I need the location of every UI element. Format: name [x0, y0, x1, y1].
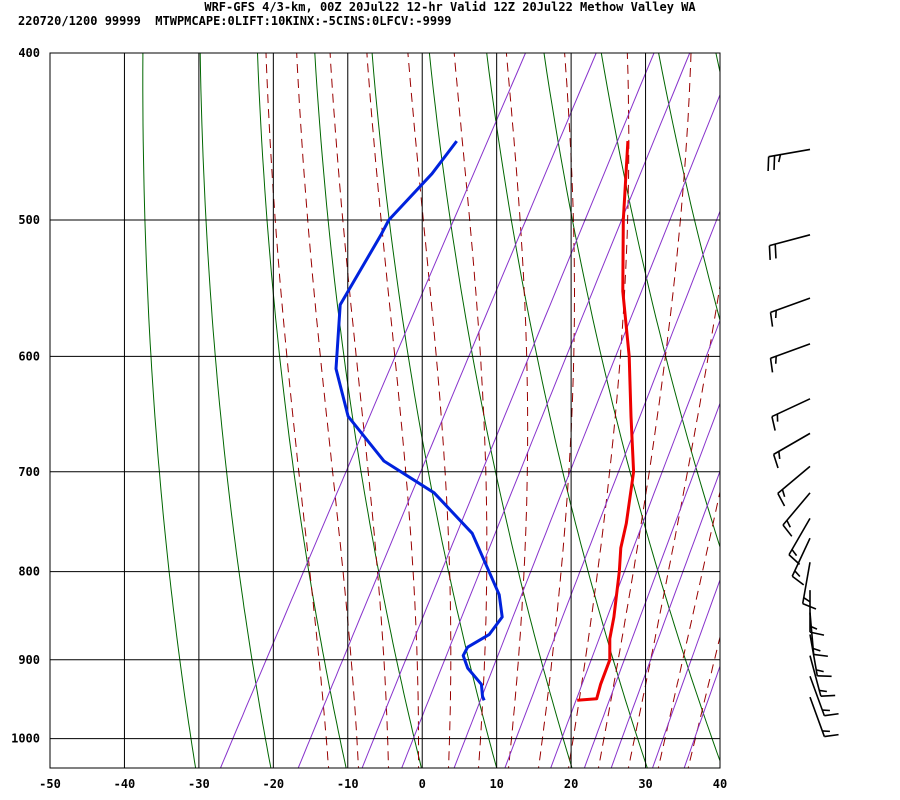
wind-barb: [771, 398, 811, 431]
sounding-subtitle: 220720/1200 99999 MTWPMCAPE:0LIFT:10KINX…: [18, 14, 452, 28]
moist-adiabat: [597, 53, 692, 768]
wind-barb: [791, 537, 811, 586]
index-cins-label: CINS:: [335, 14, 373, 28]
index-lift-value: 10: [270, 14, 286, 28]
dry-adiabat: [428, 53, 573, 768]
moist-adiabat: [657, 489, 720, 768]
x-tick-label: 10: [489, 777, 503, 791]
mixing-ratio-line: [401, 53, 691, 768]
mixing-ratio-line: [297, 53, 597, 768]
sounding-title: WRF-GFS 4/3-km, 00Z 20Jul22 12-hr Valid …: [204, 0, 696, 14]
x-tick-label: -10: [337, 777, 359, 791]
mixing-ratio-line: [453, 93, 720, 768]
grid: [50, 53, 720, 768]
index-cape-label: CAPE:: [191, 14, 228, 28]
moist-adiabat: [537, 53, 575, 768]
temperature-profile: [577, 141, 636, 702]
index-lift-label: LIFT:: [234, 14, 271, 28]
x-tick-label: 0: [419, 777, 426, 791]
wind-barb: [782, 492, 811, 537]
y-tick-label: 700: [18, 465, 40, 479]
mixing-ratio-line: [550, 318, 720, 768]
station-label: 220720/1200 99999 MTWPM: [18, 14, 192, 28]
index-cape-value: 0: [227, 14, 235, 28]
x-tick-label: -20: [262, 777, 284, 791]
x-tick-label: -30: [188, 777, 210, 791]
x-tick-label: -40: [114, 777, 136, 791]
mixing-ratio-line: [219, 53, 527, 768]
wind-barb: [788, 517, 811, 565]
x-tick-label: -50: [39, 777, 61, 791]
index-kinx-label: KINX:: [285, 14, 322, 28]
x-tick-label: 30: [638, 777, 652, 791]
x-axis-ticks: -50 -40 -30 -20 -10 0 10 20 30 40: [39, 777, 727, 791]
y-tick-label: 800: [18, 565, 40, 579]
index-lfcv-label: LFCV:: [379, 14, 416, 28]
dry-adiabat: [142, 53, 197, 768]
moist-adiabat: [366, 53, 420, 768]
dry-adiabat: [371, 53, 498, 768]
y-tick-label: 1000: [11, 732, 40, 746]
dry-adiabat: [826, 34, 900, 775]
moist-adiabat: [296, 53, 360, 768]
index-lfcv-value: -9999: [415, 14, 452, 28]
moist-adiabat: [627, 282, 720, 768]
moist-adiabat: [567, 53, 630, 768]
index-kinx-value: -5: [321, 14, 336, 28]
mixing-ratio-line: [651, 578, 720, 768]
dry-adiabat: [715, 53, 720, 75]
profiles: [334, 140, 636, 702]
dewpoint-profile: [334, 140, 504, 701]
wind-barb: [768, 234, 811, 261]
wind-barb: [769, 297, 811, 327]
wind-barb: [767, 148, 811, 172]
x-tick-label: 40: [713, 777, 727, 791]
y-axis-ticks: 400 500 600 700 800 900 1000: [11, 46, 40, 746]
dry-adiabat: [769, 34, 900, 775]
mixing-ratio-line: [683, 664, 720, 768]
background-lines: [142, 34, 900, 775]
dry-adiabat: [199, 53, 272, 768]
wind-barb: [777, 465, 811, 507]
wind-barb: [809, 696, 839, 738]
index-cins-value: 0: [372, 14, 380, 28]
x-tick-label: 20: [564, 777, 578, 791]
y-tick-label: 600: [18, 349, 40, 363]
mixing-ratio-line: [610, 469, 720, 768]
wind-barb: [801, 562, 817, 610]
y-tick-label: 900: [18, 653, 40, 667]
wind-barb: [809, 675, 839, 717]
moist-adiabat: [407, 53, 452, 768]
wind-barb: [769, 343, 811, 373]
y-tick-label: 400: [18, 46, 40, 60]
moist-adiabat: [265, 53, 330, 768]
moist-adiabat: [329, 53, 390, 768]
moist-adiabat: [687, 634, 720, 768]
wind-barb: [772, 432, 811, 469]
wind-barb-column: [767, 148, 839, 738]
mixing-ratio-line: [583, 401, 720, 768]
wind-barb: [809, 590, 825, 636]
moist-adiabat: [505, 53, 529, 768]
plot-frame: [49, 52, 721, 769]
mixing-ratio-line: [361, 53, 655, 768]
dry-adiabat: [883, 34, 900, 775]
wind-barb: [809, 655, 836, 698]
dry-adiabat: [543, 53, 720, 763]
dry-adiabat: [314, 53, 422, 768]
y-tick-label: 500: [18, 213, 40, 227]
